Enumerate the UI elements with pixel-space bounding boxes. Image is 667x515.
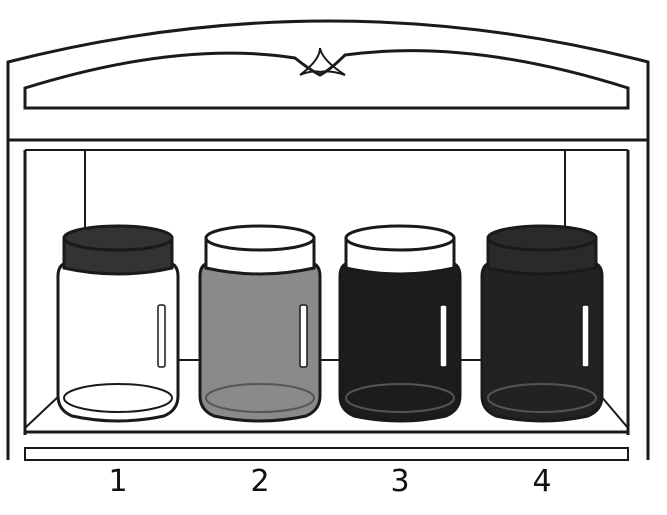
jar-lid-top — [486, 224, 598, 252]
shelf-right-edge — [599, 394, 629, 429]
jar-4 — [480, 224, 604, 423]
jar-lid-top — [344, 224, 456, 252]
shelf-left-edge — [24, 394, 61, 429]
jar-lid-top — [204, 224, 316, 252]
jar-label-2: 2 — [250, 464, 270, 499]
pediment-panel — [23, 49, 630, 110]
base-rail — [24, 447, 629, 461]
jar-lid-top — [62, 224, 174, 252]
jar-2 — [198, 224, 322, 423]
jar-label-3: 3 — [390, 464, 410, 499]
jar-base-ellipse — [63, 383, 173, 413]
jar-highlight — [299, 304, 308, 368]
jars-group — [56, 224, 604, 423]
jar-1 — [56, 224, 180, 423]
jar-base-ellipse — [205, 383, 315, 413]
cabinet-frame — [6, 19, 650, 460]
pediment-scroll — [299, 47, 346, 76]
jar-highlight — [439, 304, 448, 368]
jar-base-ellipse — [487, 383, 597, 413]
jar-label-4: 4 — [532, 464, 552, 499]
jar-base-ellipse — [345, 383, 455, 413]
jar-3 — [338, 224, 462, 423]
jar-highlight — [581, 304, 590, 368]
jar-highlight — [157, 304, 166, 368]
jar-label-1: 1 — [108, 464, 128, 499]
